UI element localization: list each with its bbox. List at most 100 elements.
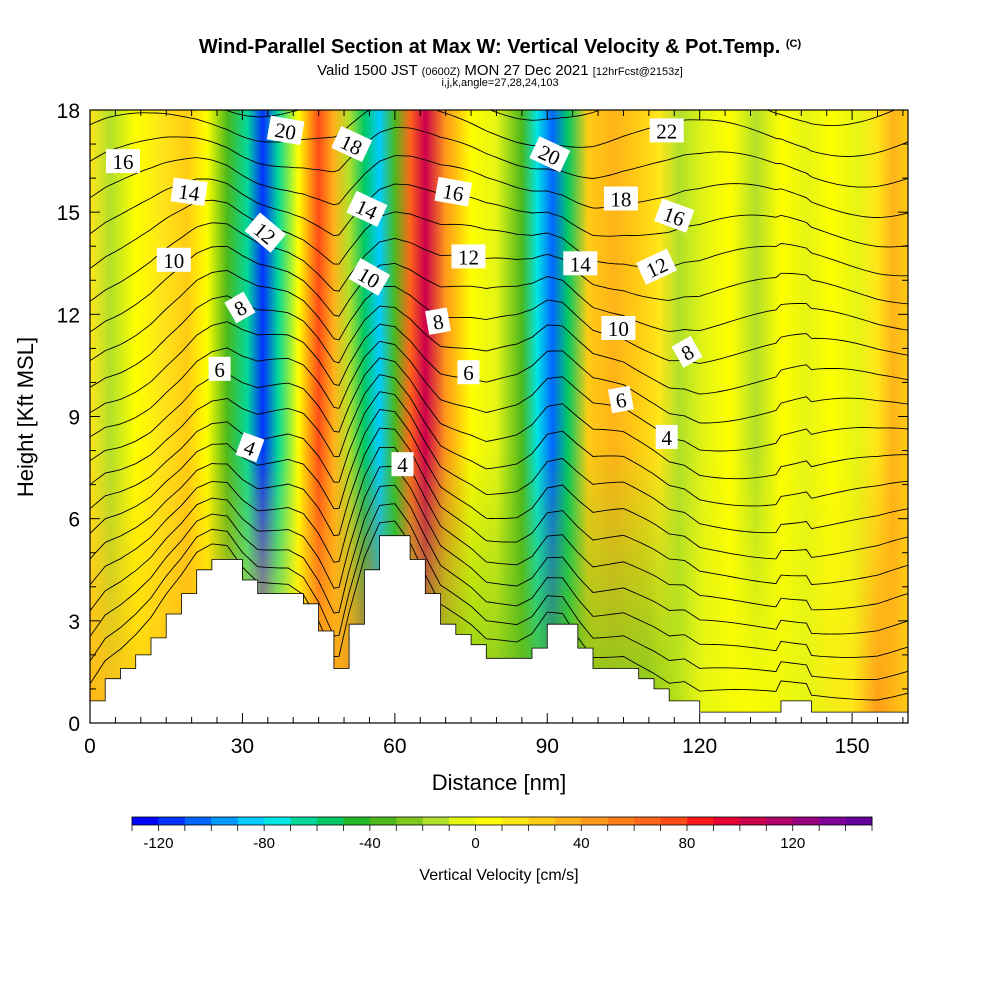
- y-axis-label: Height [Kft MSL]: [13, 337, 38, 497]
- colorbar-swatch: [502, 817, 529, 825]
- theta-contour-line: [90, 391, 908, 534]
- contour-label-box: [563, 251, 598, 276]
- colorbar-swatch: [211, 817, 239, 825]
- contour-label: 10: [601, 316, 636, 341]
- contour-label-box: [170, 177, 208, 206]
- x-tick-label: 90: [536, 735, 559, 758]
- x-tick-label: 120: [682, 735, 717, 758]
- contour-label: 8: [425, 307, 451, 335]
- contour-label-box: [106, 149, 140, 174]
- theta-contour-line: [90, 446, 908, 611]
- colorbar-tick-label: -80: [253, 835, 275, 852]
- colorbar-swatch: [237, 817, 265, 825]
- contour-label-box: [244, 212, 287, 253]
- section-params: i,j,k,angle=27,28,24,103: [441, 77, 559, 89]
- theta-contour-line: [90, 427, 908, 585]
- contour-label-text: 6: [214, 358, 225, 382]
- contour-label: 4: [235, 432, 265, 463]
- theta-contour-line: [90, 178, 908, 248]
- contour-label-text: 14: [177, 179, 202, 206]
- x-tick-label: 60: [383, 735, 406, 758]
- contour-label: 18: [603, 186, 638, 212]
- colorbar-swatch: [739, 817, 767, 825]
- x-tick-label: 150: [835, 735, 870, 758]
- contour-label-box: [346, 190, 388, 227]
- contour-label-box: [391, 452, 414, 477]
- contour-label-text: 10: [608, 317, 629, 341]
- contour-label-box: [224, 291, 256, 324]
- y-tick-label: 0: [68, 713, 80, 736]
- colorbar-tick-label: 120: [780, 835, 805, 852]
- terrain: [90, 535, 908, 723]
- contour-label-box: [451, 244, 486, 269]
- contour-label-text: 8: [431, 309, 446, 334]
- x-tick-label: 0: [84, 735, 96, 758]
- colorbar-swatch: [660, 817, 688, 825]
- contour-label-box: [607, 385, 634, 414]
- theta-contour-line: [90, 127, 908, 188]
- colorbar-swatch: [687, 817, 714, 825]
- contour-label-text: 22: [656, 119, 677, 143]
- theta-contour-line: [90, 245, 908, 333]
- colorbar-swatch: [528, 817, 556, 825]
- y-tick-label: 6: [68, 509, 80, 532]
- contour-label: 6: [607, 385, 634, 414]
- y-tick-label: 9: [68, 407, 80, 430]
- contour-label: 4: [391, 452, 414, 477]
- contour-label-box: [434, 176, 473, 207]
- axes: 0 30 60 90 120 150 0 3 6 9 12 15 18: [57, 100, 908, 758]
- utc-time: (0600Z): [421, 66, 461, 78]
- colorbar-swatch: [554, 817, 582, 825]
- contour-label: 10: [156, 247, 191, 273]
- valid-prefix: Valid 1500 JST: [317, 62, 418, 79]
- contour-label: 22: [649, 118, 684, 143]
- x-tick-label: 30: [231, 735, 254, 758]
- y-tick-label: 3: [68, 611, 80, 634]
- colorbar-swatch: [132, 817, 159, 825]
- colorbar-swatch: [422, 817, 450, 825]
- forecast-info: [12hrFcst@2153z]: [592, 66, 683, 78]
- contour-label: 12: [451, 244, 486, 269]
- contour-label-box: [208, 356, 231, 381]
- theta-contour-line: [90, 270, 908, 364]
- colorbar-swatch: [396, 817, 424, 825]
- y-tick-label: 12: [57, 304, 80, 327]
- theta-contour-line: [90, 295, 908, 395]
- theta-contour-line: [90, 340, 908, 452]
- colorbar-swatch: [264, 817, 292, 825]
- colorbar-swatch: [184, 817, 212, 825]
- contour-label-box: [636, 248, 677, 285]
- colorbar-tick-label: 40: [573, 835, 590, 852]
- chart-title: Wind-Parallel Section at Max W: Vertical…: [0, 36, 1000, 59]
- theta-contour-line: [90, 110, 908, 157]
- contour-label-text: 10: [163, 249, 184, 273]
- contour-label: 16: [654, 198, 695, 233]
- contour-label-text: 4: [661, 426, 672, 450]
- contour-label-text: 18: [610, 188, 631, 212]
- contour-label: 4: [655, 424, 678, 450]
- theta-contour-line: [90, 155, 908, 218]
- colorbar-swatch: [449, 817, 477, 825]
- contour-label: 16: [106, 149, 140, 174]
- colorbar-label: Vertical Velocity [cm/s]: [419, 867, 578, 884]
- colorbar-swatch: [634, 817, 662, 825]
- contour-label-box: [156, 247, 191, 272]
- theta-contour-line: [90, 374, 908, 507]
- colorbar-swatch: [819, 817, 847, 825]
- contour-label: 8: [671, 335, 703, 368]
- theta-contour-line: [90, 465, 908, 635]
- theta-contour-line: [90, 484, 908, 658]
- colorbar: -120 -80 -40 0 40 80 120: [131, 816, 873, 852]
- contour-label: 8: [224, 291, 256, 324]
- contour-label-box: [457, 360, 480, 385]
- contour-label: 6: [457, 360, 480, 385]
- contour-label-text: 6: [463, 361, 474, 385]
- contour-label-box: [655, 424, 678, 449]
- contour-label-box: [601, 316, 636, 340]
- contour-label-box: [235, 432, 265, 463]
- y-tick-label: 15: [57, 202, 80, 225]
- colorbar-swatch: [317, 817, 344, 825]
- contour-label: 20: [266, 115, 305, 146]
- colorbar-swatch: [290, 817, 318, 825]
